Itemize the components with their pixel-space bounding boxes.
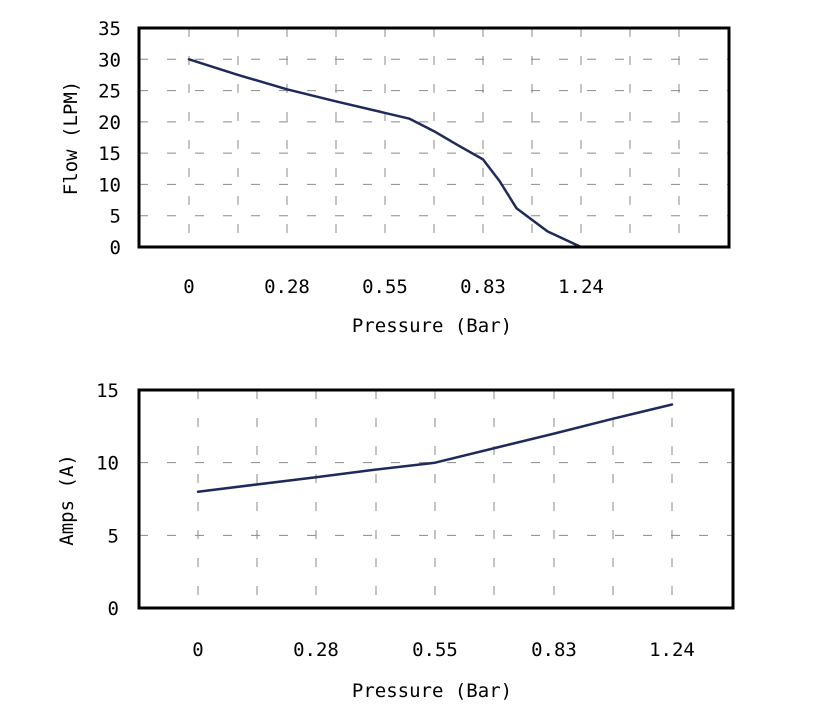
x-tick-label: 0 <box>192 639 203 661</box>
x-tick-label: 0.55 <box>412 639 458 661</box>
series-line <box>187 58 583 249</box>
y-tick-label: 25 <box>98 81 121 103</box>
x-tick-label: 0.28 <box>264 276 310 298</box>
x-tick-label: 0.83 <box>531 639 577 661</box>
y-tick-label: 0 <box>108 598 119 620</box>
flow-y-ticks: 0 5 10 15 20 25 30 35 <box>98 18 121 259</box>
flow-chart: 0 5 10 15 20 25 30 35 0 0.28 0.55 0.83 1.24 Pressur… <box>60 18 731 337</box>
x-tick-label: 1.24 <box>558 276 604 298</box>
x-tick-label: 0.55 <box>362 276 408 298</box>
y-tick-label: 20 <box>98 112 121 134</box>
flow-series <box>187 58 583 249</box>
amps-x-axis-label: Pressure (Bar) <box>352 680 512 702</box>
y-tick-label: 0 <box>110 237 121 259</box>
flow-grid <box>139 28 729 247</box>
flow-x-axis-label: Pressure (Bar) <box>352 315 512 337</box>
flow-plot-frame <box>137 26 731 249</box>
x-tick-label: 0.83 <box>460 276 506 298</box>
flow-x-ticks: 0 0.28 0.55 0.83 1.24 <box>183 276 604 298</box>
y-tick-label: 35 <box>98 18 121 40</box>
amps-x-ticks: 0 0.28 0.55 0.83 1.24 <box>192 639 695 661</box>
y-tick-label: 10 <box>96 453 119 475</box>
y-tick-label: 5 <box>110 206 121 228</box>
amps-grid <box>139 390 733 608</box>
x-tick-label: 0.28 <box>293 639 339 661</box>
series-line <box>196 403 674 493</box>
y-tick-label: 30 <box>98 49 121 71</box>
amps-plot-frame <box>137 388 735 610</box>
x-tick-label: 1.24 <box>649 639 695 661</box>
y-tick-label: 15 <box>98 143 121 165</box>
y-tick-label: 5 <box>108 525 119 547</box>
amps-series <box>196 403 674 493</box>
amps-y-axis-label: Amps (A) <box>56 454 78 546</box>
y-tick-label: 10 <box>98 174 121 196</box>
flow-y-axis-label: Flow (LPM) <box>60 81 82 195</box>
x-tick-label: 0 <box>183 276 194 298</box>
amps-y-ticks: 0 5 10 15 <box>96 380 119 620</box>
y-tick-label: 15 <box>96 380 119 402</box>
